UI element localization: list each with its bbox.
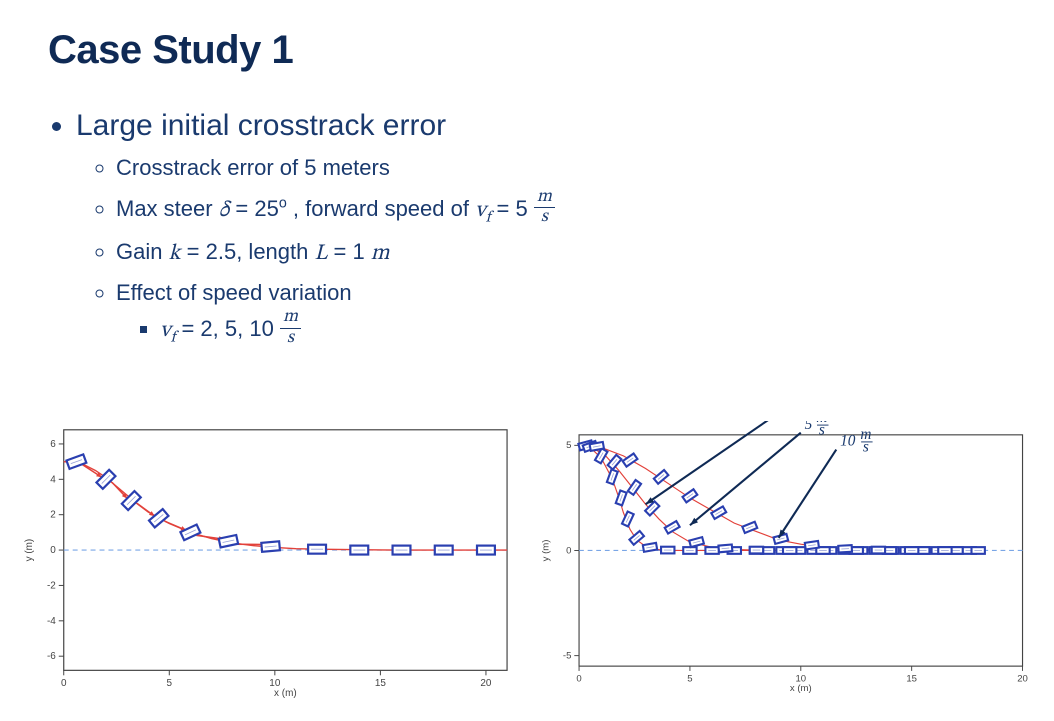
right-chart: 05101520-505x (m)y (m)2ms5ms10ms — [537, 421, 1034, 701]
bullet-subsublist: vf = 2, 5, 10 ms — [116, 311, 1006, 349]
sub-item-1: Crosstrack error of 5 meters — [116, 153, 1006, 183]
svg-text:s: s — [792, 421, 798, 422]
svg-text:s: s — [863, 438, 869, 455]
svg-text:x (m): x (m) — [790, 683, 812, 694]
left-chart: 05101520-6-4-20246x (m)y (m) — [20, 421, 517, 701]
svg-text:0: 0 — [576, 673, 581, 684]
svg-text:15: 15 — [375, 678, 387, 689]
bullet-list: Large initial crosstrack error Crosstrac… — [48, 109, 1006, 349]
svg-text:20: 20 — [1017, 673, 1028, 684]
svg-text:s: s — [819, 422, 825, 439]
svg-text:-5: -5 — [563, 650, 572, 661]
sub-item-3: Gain k = 2.5, length L = 1 m — [116, 237, 1006, 270]
bullet-main: Large initial crosstrack error Crosstrac… — [76, 109, 1006, 349]
svg-text:-4: -4 — [47, 616, 56, 627]
svg-text:0: 0 — [61, 678, 67, 689]
svg-text:2: 2 — [50, 510, 56, 521]
sub-item-2: Max steer δ = 25o , forward speed of vf … — [116, 191, 1006, 229]
sub-item-4: Effect of speed variation vf = 2, 5, 10 … — [116, 278, 1006, 350]
svg-text:-2: -2 — [47, 580, 56, 591]
page-title: Case Study 1 — [48, 28, 1006, 73]
svg-text:0: 0 — [566, 545, 571, 556]
left-chart-svg: 05101520-6-4-20246x (m)y (m) — [20, 421, 517, 701]
charts-row: 05101520-6-4-20246x (m)y (m) 05101520-50… — [20, 421, 1034, 701]
svg-text:10: 10 — [840, 433, 856, 450]
right-chart-svg: 05101520-505x (m)y (m)2ms5ms10ms — [537, 421, 1034, 701]
svg-text:5: 5 — [566, 440, 571, 451]
svg-text:5: 5 — [167, 678, 173, 689]
svg-text:x (m): x (m) — [274, 688, 297, 699]
subsub-item: vf = 2, 5, 10 ms — [160, 311, 1006, 349]
svg-text:y (m): y (m) — [540, 540, 551, 562]
bullet-sublist: Crosstrack error of 5 meters Max steer δ… — [76, 153, 1006, 349]
slide: Case Study 1 Large initial crosstrack er… — [0, 0, 1054, 721]
svg-text:15: 15 — [906, 673, 917, 684]
bullet-main-text: Large initial crosstrack error — [76, 109, 446, 142]
svg-text:4: 4 — [50, 474, 56, 485]
svg-text:5: 5 — [687, 673, 692, 684]
svg-text:5: 5 — [805, 421, 813, 433]
svg-text:20: 20 — [480, 678, 492, 689]
svg-text:y (m): y (m) — [24, 539, 35, 562]
svg-text:6: 6 — [50, 439, 56, 450]
svg-text:0: 0 — [50, 545, 56, 556]
svg-text:-6: -6 — [47, 651, 56, 662]
